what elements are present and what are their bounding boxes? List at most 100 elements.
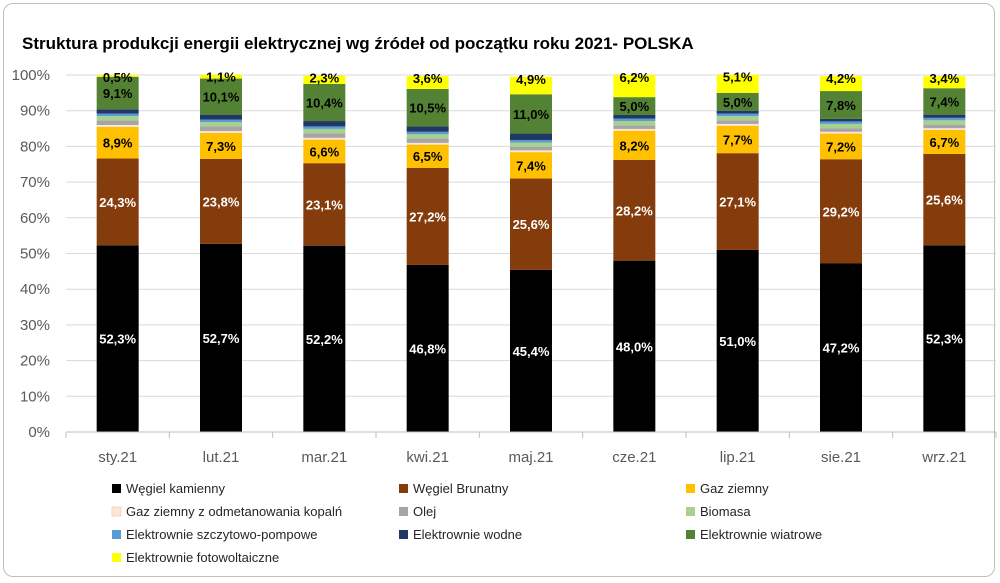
data-label-elektrownie-wiatrowe: 11,0% xyxy=(513,107,550,122)
data-label-elektrownie-fotowoltaiczne: 2,3% xyxy=(310,71,340,86)
data-label-elektrownie-wiatrowe: 9,1% xyxy=(103,86,133,101)
legend-label: Węgiel Brunatny xyxy=(413,481,509,496)
bar-segment-biomasa xyxy=(923,120,965,124)
data-label-elektrownie-wiatrowe: 10,4% xyxy=(306,95,343,110)
y-tick-label: 100% xyxy=(12,67,50,84)
legend-swatch xyxy=(686,507,695,516)
bar-segment-elektrownie-szczytowo-pompowe xyxy=(820,121,862,123)
data-label-w-giel-brunatny: 25,6% xyxy=(513,217,550,232)
data-label-gaz-ziemny: 7,7% xyxy=(723,132,753,147)
bar-stack-cze-21: 48,0%28,2%8,2%5,0%6,2% xyxy=(613,70,655,432)
bar-segment-elektrownie-szczytowo-pompowe xyxy=(923,118,965,120)
bar-segment-gaz-ziemny-z-odmetanowania-kopal xyxy=(820,132,862,134)
data-label-w-giel-kamienny: 48,0% xyxy=(616,339,653,354)
bar-stack-sie-21: 47,2% 29,2% 7,2% 7,8% 4,2% xyxy=(820,71,862,432)
bar-segment-biomasa xyxy=(820,124,862,128)
bar-segment-biomasa xyxy=(97,116,139,120)
bar-stack-mar-21: 52,2% 23,1% 6,6% 10,4% 2,3% xyxy=(303,71,345,432)
y-tick-label: 50% xyxy=(20,246,50,263)
y-tick-label: 20% xyxy=(20,353,50,370)
y-tick-label: 10% xyxy=(20,388,50,405)
bar-segment-elektrownie-wodne xyxy=(923,115,965,118)
data-label-elektrownie-wiatrowe: 7,8% xyxy=(826,98,856,113)
y-tick-label: 0% xyxy=(28,424,50,441)
data-label-w-giel-kamienny: 45,4% xyxy=(513,344,550,359)
legend-label: Olej xyxy=(413,504,436,519)
legend-item-elektrownie-fotowoltaiczne: Elektrownie fotowoltaiczne xyxy=(112,550,279,565)
bar-segment-elektrownie-szczytowo-pompowe xyxy=(510,140,552,142)
bar-segment-elektrownie-szczytowo-pompowe xyxy=(303,126,345,128)
x-tick-label: sty.21 xyxy=(98,449,137,466)
x-axis-ticks: sty.21 lut.21 mar.21 kwi.21 maj.21 cze.21 lip.… xyxy=(66,432,996,466)
bar-segment-gaz-ziemny-z-odmetanowania-kopal xyxy=(97,125,139,127)
data-label-w-giel-kamienny: 52,3% xyxy=(99,332,136,347)
legend: Węgiel kamienny Węgiel Brunatny Gaz ziemny… xyxy=(112,481,822,565)
bar-stack-wrz-21: 52,3% 25,6% 6,7% 7,4% 3,4% xyxy=(923,71,965,432)
bar-segment-biomasa xyxy=(510,142,552,146)
legend-swatch xyxy=(399,530,408,539)
legend-item-elektrownie-szczytowo-pompowe: Elektrownie szczytowo-pompowe xyxy=(112,527,317,542)
bar-segment-elektrownie-szczytowo-pompowe xyxy=(717,114,759,116)
data-label-gaz-ziemny: 7,4% xyxy=(516,158,546,173)
bar-segment-elektrownie-wodne xyxy=(97,109,139,113)
data-label-w-giel-kamienny: 51,0% xyxy=(719,334,756,349)
x-tick-label: kwi.21 xyxy=(406,449,449,466)
data-label-w-giel-brunatny: 25,6% xyxy=(926,193,963,208)
y-tick-label: 70% xyxy=(20,174,50,191)
bar-segment-elektrownie-wodne xyxy=(820,119,862,121)
legend-label: Elektrownie szczytowo-pompowe xyxy=(126,527,317,542)
bar-segment-elektrownie-wodne xyxy=(303,121,345,126)
data-label-w-giel-brunatny: 23,1% xyxy=(306,197,343,212)
legend-item-w-giel-brunatny: Węgiel Brunatny xyxy=(399,481,509,496)
data-label-w-giel-brunatny: 28,2% xyxy=(616,203,653,218)
legend-item-elektrownie-wodne: Elektrownie wodne xyxy=(399,527,522,542)
data-label-w-giel-kamienny: 52,3% xyxy=(926,332,963,347)
x-tick-label: sie.21 xyxy=(821,449,861,466)
bar-segment-gaz-ziemny-z-odmetanowania-kopal xyxy=(303,138,345,140)
legend-item-elektrownie-wiatrowe: Elektrownie wiatrowe xyxy=(686,527,822,542)
legend-swatch xyxy=(686,484,695,493)
bar-segment-gaz-ziemny-z-odmetanowania-kopal xyxy=(407,143,449,145)
chart-title: Struktura produkcji energii elektrycznej… xyxy=(22,34,694,53)
bar-segment-elektrownie-wodne xyxy=(717,111,759,114)
bar-segment-olej xyxy=(923,125,965,129)
chart: Struktura produkcji energii elektrycznej… xyxy=(0,0,1000,583)
x-tick-label: mar.21 xyxy=(301,449,347,466)
legend-swatch xyxy=(112,530,121,539)
data-label-elektrownie-fotowoltaiczne: 4,2% xyxy=(826,71,856,86)
data-label-gaz-ziemny: 6,7% xyxy=(930,135,960,150)
bar-stack-lip-21: 51,0% 27,1% 7,7% 5,0% 5,1% xyxy=(717,70,759,432)
data-label-w-giel-brunatny: 24,3% xyxy=(99,195,136,210)
bar-segment-gaz-ziemny-z-odmetanowania-kopal xyxy=(510,150,552,152)
data-label-gaz-ziemny: 7,3% xyxy=(206,139,236,154)
data-label-w-giel-brunatny: 27,2% xyxy=(409,209,446,224)
legend-swatch xyxy=(112,484,121,493)
legend-swatch xyxy=(399,484,408,493)
bar-segment-olej xyxy=(717,120,759,124)
data-label-w-giel-kamienny: 52,7% xyxy=(203,331,240,346)
legend-swatch xyxy=(399,507,408,516)
legend-item-gaz-ziemny: Gaz ziemny xyxy=(686,481,769,496)
legend-swatch xyxy=(112,507,121,516)
bar-segment-elektrownie-wodne xyxy=(200,115,242,120)
data-label-gaz-ziemny: 8,2% xyxy=(620,138,650,153)
data-label-elektrownie-fotowoltaiczne: 5,1% xyxy=(723,70,753,85)
bar-segment-elektrownie-wodne xyxy=(510,134,552,140)
legend-label: Elektrownie wodne xyxy=(413,527,522,542)
bar-segment-elektrownie-szczytowo-pompowe xyxy=(407,132,449,134)
bar-segment-gaz-ziemny-z-odmetanowania-kopal xyxy=(200,131,242,133)
x-tick-label: lip.21 xyxy=(720,449,756,466)
bars: 52,3% 24,3% 8,9% 9,1%0,5% 52,7% 23,8% 7,3% 10,1… xyxy=(97,70,966,432)
bar-segment-biomasa xyxy=(407,134,449,138)
legend-label: Elektrownie fotowoltaiczne xyxy=(126,550,279,565)
y-axis-ticks: 0%10%20%30%40%50%60%70%80%90%100% xyxy=(12,67,50,441)
bar-segment-olej xyxy=(820,128,862,132)
bar-segment-elektrownie-wodne xyxy=(407,126,449,131)
legend-label: Biomasa xyxy=(700,504,751,519)
legend-label: Węgiel kamienny xyxy=(126,481,225,496)
bar-stack-lut-21: 52,7%23,8%7,3%10,1%1,1% xyxy=(200,70,242,432)
bar-stack-maj-21: 45,4% 25,6% 7,4% 11,0% 4,9% xyxy=(510,72,552,432)
y-tick-label: 30% xyxy=(20,317,50,334)
bar-segment-elektrownie-szczytowo-pompowe xyxy=(200,120,242,122)
data-label-elektrownie-fotowoltaiczne: 1,1% xyxy=(206,70,236,85)
